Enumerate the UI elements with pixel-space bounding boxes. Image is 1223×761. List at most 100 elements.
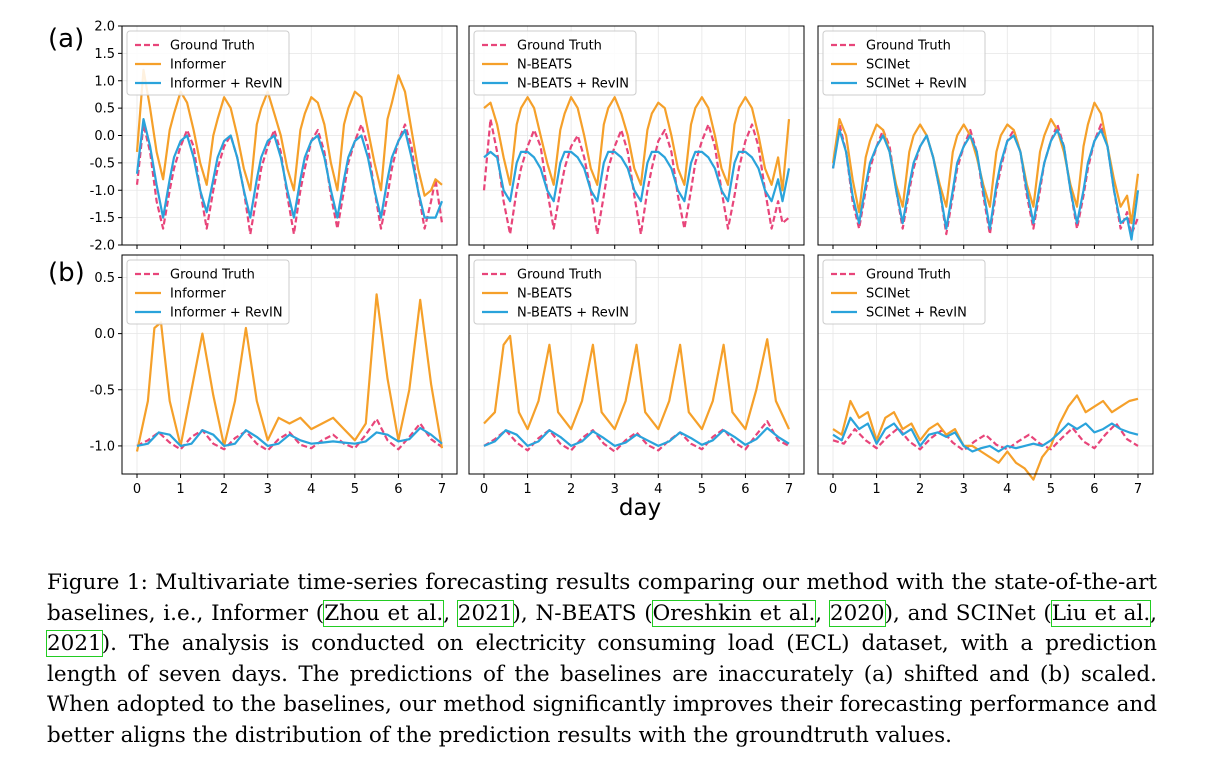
x-tick-label: 2 [220, 482, 228, 497]
legend-label: SCINet + RevIN [866, 306, 967, 321]
caption-text-1: Figure 1: Multivariate time-series forec… [47, 570, 1157, 626]
y-tick-label: 2.0 [94, 20, 115, 35]
panel-a-2: Ground Truth SCINet SCINet + RevIN [817, 25, 1154, 249]
citation-year-liu[interactable]: 2021 [46, 630, 103, 657]
legend-label: Informer + RevIN [170, 77, 283, 92]
x-tick-label: 1 [523, 482, 531, 497]
legend-label: Ground Truth [866, 39, 951, 54]
citation-year-zhou[interactable]: 2021 [456, 599, 514, 627]
series-line-baseline [483, 96, 791, 192]
panel-a-1: Ground Truth N-BEATS N-BEATS + RevIN [468, 25, 805, 249]
x-tick-label: 0 [480, 482, 488, 497]
caption-text-2: ), N-BEATS ( [512, 600, 653, 626]
legend-box [822, 30, 986, 96]
x-tick-label: 3 [611, 482, 619, 497]
legend-label: N-BEATS + RevIN [517, 306, 629, 321]
y-tick-label: 1.0 [94, 74, 115, 89]
legend-label: SCINet + RevIN [866, 77, 967, 92]
row-label-b: (b) [48, 258, 85, 288]
series-line-revin [831, 128, 1140, 241]
citation-year-oreshkin[interactable]: 2020 [828, 599, 886, 627]
x-tick-label: 5 [698, 482, 706, 497]
legend-box [126, 30, 290, 96]
caption-text-3: ), and SCINet ( [884, 600, 1052, 626]
legend-label: N-BEATS [517, 287, 572, 302]
x-tick-label: 6 [741, 482, 749, 497]
x-tick-label: 3 [960, 482, 968, 497]
series-line-ground-truth [832, 422, 1139, 452]
panel-b-0: -1.0 -0.5 0.0 0.5 0 1 2 3 4 5 6 7 Ground Truth Inform… [90, 254, 458, 497]
x-tick-label: 5 [351, 482, 359, 497]
legend-box [473, 30, 637, 96]
series-line-baseline [832, 394, 1139, 481]
x-tick-label: 0 [829, 482, 837, 497]
panel-b-2: 0 1 2 3 4 5 6 7 Ground Truth SCINet SCINet + RevIN [817, 254, 1154, 497]
x-tick-label: 6 [394, 482, 402, 497]
y-tick-label: -1.0 [90, 184, 115, 199]
series-line-ground-truth [135, 123, 444, 236]
legend-label: Informer [170, 287, 226, 302]
series-line-revin [135, 118, 444, 219]
series-line-revin [483, 150, 791, 203]
legend-label: Ground Truth [170, 39, 255, 54]
panel-a-0: -2.0 -1.5 -1.0 -0.5 0.0 0.5 1.0 1.5 2.0 Ground Tr… [90, 20, 458, 254]
x-tick-label: 4 [654, 482, 662, 497]
legend-box [473, 259, 637, 325]
panel-frame [121, 254, 458, 475]
series-line-baseline [831, 101, 1140, 225]
panel-frame [817, 254, 1154, 475]
legend-label: Informer + RevIN [170, 306, 283, 321]
y-tick-label: -0.5 [90, 383, 115, 398]
legend-label: Ground Truth [517, 39, 602, 54]
x-tick-label: 3 [264, 482, 272, 497]
x-tick-label: 7 [438, 482, 446, 497]
series-line-revin [832, 416, 1139, 453]
caption-text-4: ). The analysis is conducted on electric… [47, 631, 1157, 748]
legend-label: SCINet [866, 287, 910, 302]
legend-label: Ground Truth [170, 268, 255, 283]
legend-label: Informer [170, 58, 226, 73]
legend-label: SCINet [866, 58, 910, 73]
citation-link-zhou[interactable]: Zhou et al. [323, 599, 445, 627]
x-tick-label: 1 [872, 482, 880, 497]
y-tick-label: 0.5 [94, 102, 115, 117]
forecast-figure: (a) (b) -2.0 -1.5 -1.0 -0.5 0.0 0.5 1.0 1.5 2.0 Gro… [48, 20, 1154, 521]
x-tick-label: 7 [1134, 482, 1142, 497]
x-axis-label: day [619, 495, 661, 521]
y-tick-label: 0.0 [94, 327, 115, 342]
x-tick-label: 4 [1003, 482, 1011, 497]
legend-label: Ground Truth [866, 268, 951, 283]
series-line-baseline [483, 334, 790, 431]
legend-label: N-BEATS + RevIN [517, 77, 629, 92]
citation-link-oreshkin[interactable]: Oreshkin et al. [651, 599, 817, 627]
y-tick-label: 0.0 [94, 129, 115, 144]
figure-caption: Figure 1: Multivariate time-series forec… [46, 570, 1158, 748]
x-tick-label: 5 [1047, 482, 1055, 497]
legend-label: N-BEATS [517, 58, 572, 73]
legend-box [126, 259, 290, 325]
series-line-ground-truth [482, 118, 790, 236]
panel-frame [817, 25, 1154, 246]
series-line-baseline [135, 293, 444, 452]
citation-link-liu[interactable]: Liu et al. [1050, 599, 1152, 627]
series-line-baseline [135, 68, 443, 197]
legend-label: Ground Truth [517, 268, 602, 283]
legend-box [822, 259, 986, 325]
series-line-ground-truth [136, 417, 443, 452]
y-tick-label: -2.0 [90, 239, 115, 254]
row-label-a: (a) [48, 24, 84, 54]
x-tick-label: 4 [307, 482, 315, 497]
series-line-revin [483, 426, 790, 447]
series-line-revin [136, 426, 443, 447]
x-tick-label: 0 [133, 482, 141, 497]
x-tick-label: 7 [785, 482, 793, 497]
y-tick-label: -1.5 [90, 211, 115, 226]
y-tick-label: 1.5 [94, 47, 115, 62]
panel-frame [468, 25, 805, 246]
y-tick-label: -0.5 [90, 156, 115, 171]
x-tick-label: 6 [1090, 482, 1098, 497]
x-tick-label: 1 [176, 482, 184, 497]
y-tick-label: -1.0 [90, 439, 115, 454]
x-tick-label: 2 [916, 482, 924, 497]
x-tick-label: 2 [567, 482, 575, 497]
